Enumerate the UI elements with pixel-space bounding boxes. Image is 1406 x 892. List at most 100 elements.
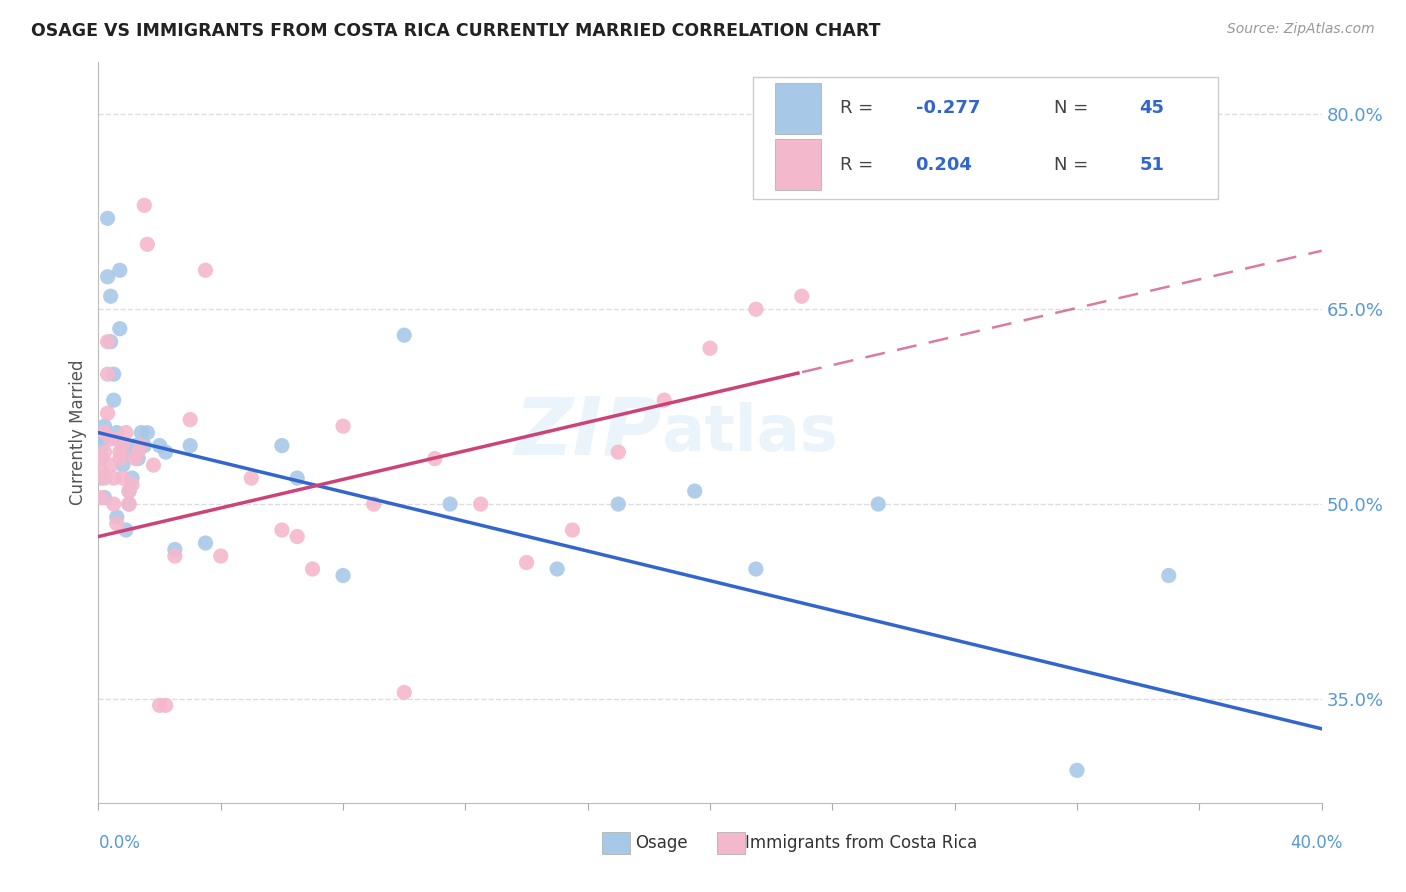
Text: Osage: Osage — [636, 834, 688, 852]
Text: 40.0%: 40.0% — [1291, 834, 1343, 852]
Point — [100, 334, 122, 349]
Point — [142, 458, 165, 472]
Point — [90, 471, 112, 485]
Text: R =: R = — [839, 99, 879, 118]
Point — [108, 263, 131, 277]
Point — [111, 439, 134, 453]
Point — [301, 562, 323, 576]
Point — [270, 523, 292, 537]
Point — [111, 439, 134, 453]
Point — [93, 445, 115, 459]
Point — [93, 425, 115, 440]
Point — [127, 445, 149, 459]
Point — [155, 445, 177, 459]
Point — [93, 471, 115, 485]
Text: ZIP: ZIP — [513, 393, 661, 472]
Point — [699, 341, 721, 355]
Point — [209, 549, 232, 563]
Text: 51: 51 — [1139, 155, 1164, 174]
Point — [115, 523, 138, 537]
Point — [745, 302, 768, 317]
Point — [90, 491, 112, 505]
Point — [90, 451, 112, 466]
Point — [100, 289, 122, 303]
Point — [423, 451, 446, 466]
Point — [93, 432, 115, 446]
Point — [105, 432, 128, 446]
Point — [118, 497, 141, 511]
Point — [745, 562, 768, 576]
Text: 0.0%: 0.0% — [98, 834, 141, 852]
Point — [683, 484, 706, 499]
Point — [93, 491, 115, 505]
Point — [392, 685, 416, 699]
Point — [149, 439, 172, 453]
Point — [546, 562, 568, 576]
Point — [118, 497, 141, 511]
Text: OSAGE VS IMMIGRANTS FROM COSTA RICA CURRENTLY MARRIED CORRELATION CHART: OSAGE VS IMMIGRANTS FROM COSTA RICA CURR… — [31, 22, 880, 40]
Point — [124, 451, 146, 466]
Point — [163, 542, 186, 557]
Point — [90, 439, 112, 453]
Point — [103, 393, 125, 408]
Point — [607, 497, 630, 511]
Point — [97, 269, 120, 284]
Point — [868, 497, 890, 511]
Point — [121, 477, 143, 491]
Point — [149, 698, 172, 713]
Point — [111, 458, 134, 472]
Point — [105, 425, 128, 440]
Point — [93, 419, 115, 434]
Point — [97, 367, 120, 381]
Point — [124, 439, 146, 453]
Point — [163, 549, 186, 563]
Point — [332, 568, 354, 582]
Point — [134, 439, 156, 453]
Text: -0.277: -0.277 — [915, 99, 980, 118]
Point — [270, 439, 292, 453]
Point — [136, 425, 159, 440]
Point — [127, 451, 149, 466]
Bar — [752, 78, 1218, 200]
Point — [392, 328, 416, 343]
Point — [108, 445, 131, 459]
Point — [103, 367, 125, 381]
Point — [121, 471, 143, 485]
Point — [129, 439, 152, 453]
Text: Immigrants from Costa Rica: Immigrants from Costa Rica — [745, 834, 977, 852]
Point — [790, 289, 813, 303]
Point — [136, 237, 159, 252]
Point — [129, 425, 152, 440]
Point — [561, 523, 583, 537]
Point — [516, 556, 538, 570]
Point — [134, 198, 156, 212]
Text: atlas: atlas — [661, 401, 838, 464]
Point — [103, 471, 125, 485]
Point — [100, 458, 122, 472]
Point — [118, 484, 141, 499]
Point — [194, 263, 217, 277]
Point — [240, 471, 263, 485]
Bar — [775, 139, 821, 190]
Point — [1066, 764, 1088, 778]
Point — [100, 432, 122, 446]
Point — [439, 497, 461, 511]
Text: N =: N = — [1053, 155, 1094, 174]
Point — [90, 451, 112, 466]
Point — [285, 529, 308, 543]
Point — [470, 497, 492, 511]
Point — [194, 536, 217, 550]
Bar — [775, 83, 821, 134]
Y-axis label: Currently Married: Currently Married — [69, 359, 87, 506]
Text: 45: 45 — [1139, 99, 1164, 118]
Point — [363, 497, 385, 511]
Point — [105, 510, 128, 524]
Point — [108, 451, 131, 466]
Point — [97, 334, 120, 349]
Text: Source: ZipAtlas.com: Source: ZipAtlas.com — [1227, 22, 1375, 37]
Point — [103, 497, 125, 511]
Point — [111, 471, 134, 485]
Point — [108, 322, 131, 336]
Point — [97, 406, 120, 420]
Point — [97, 211, 120, 226]
